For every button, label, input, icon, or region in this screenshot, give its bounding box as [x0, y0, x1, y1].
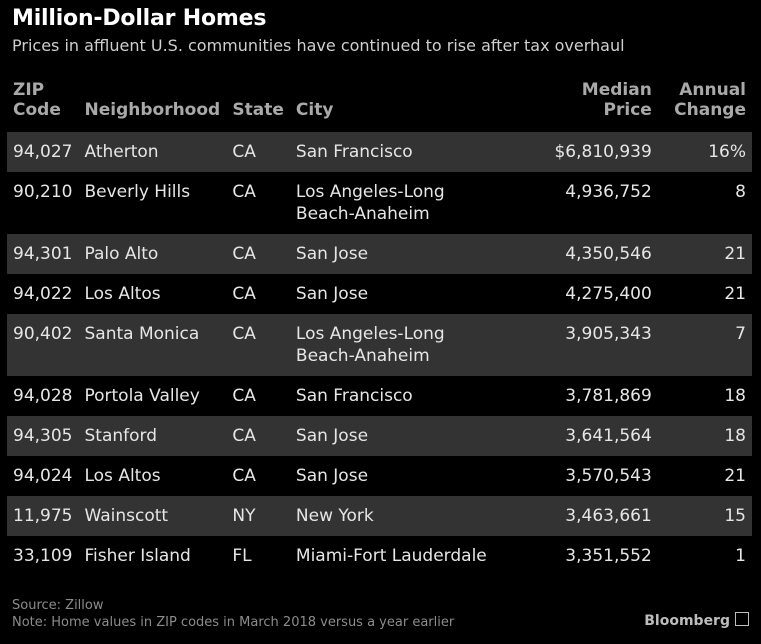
cell-state: FL — [232, 546, 252, 566]
bloomberg-mark-icon — [735, 612, 749, 626]
table-row: 94,301 Palo Alto CA San Jose 4,350,546 21 — [7, 234, 752, 274]
cell-state: CA — [226, 314, 290, 376]
cell-neighborhood: Los Altos — [84, 284, 161, 304]
cell-zip: 90,210 — [13, 182, 73, 202]
cell-annual-change: 18 — [657, 416, 752, 456]
table-row: 94,027 Atherton CA San Francisco $6,810,939 1… — [7, 132, 752, 172]
header-state: State — [232, 100, 284, 120]
cell-city: San Francisco — [289, 132, 496, 172]
cell-zip: 33,109 — [13, 546, 73, 566]
table-row: 94,305 Stanford CA San Jose 3,641,564 18 — [7, 416, 752, 456]
cell-neighborhood: Santa Monica — [78, 314, 227, 376]
cell-zip: 94,028 — [13, 386, 73, 406]
cell-annual-change: 1 — [735, 546, 746, 566]
cell-neighborhood: Los Altos — [84, 466, 161, 486]
cell-neighborhood: Fisher Island — [84, 546, 191, 566]
cell-city: Los Angeles-Long Beach-Anaheim — [295, 182, 445, 224]
cell-city: Miami-Fort Lauderdale — [295, 546, 487, 566]
table-body: 94,027 Atherton CA San Francisco $6,810,939 1… — [7, 132, 752, 576]
cell-median-price: 3,570,543 — [565, 466, 652, 486]
cell-median-price: 3,641,564 — [495, 416, 658, 456]
cell-state: CA — [232, 284, 256, 304]
cell-median-price: 3,351,552 — [565, 546, 652, 566]
cell-state: CA — [232, 466, 256, 486]
table-row: 11,975 Wainscott NY New York 3,463,661 15 — [7, 496, 752, 536]
table-row: 90,402 Santa Monica CA Los Angeles-Long Bea… — [7, 314, 752, 376]
bloomberg-logo: Bloomberg — [644, 612, 749, 629]
cell-median-price: $6,810,939 — [495, 132, 658, 172]
source-text: Source: Zillow — [12, 598, 104, 613]
cell-state: CA — [226, 132, 290, 172]
cell-neighborhood: Beverly Hills — [84, 182, 191, 202]
cell-city: Los Angeles-Long Beach-Anaheim — [289, 314, 496, 376]
cell-neighborhood: Stanford — [78, 416, 227, 456]
cell-city: San Jose — [295, 466, 369, 486]
cell-city: San Jose — [295, 284, 369, 304]
cell-city: San Jose — [289, 416, 496, 456]
cell-state: NY — [226, 496, 290, 536]
cell-median-price: 4,275,400 — [565, 284, 652, 304]
cell-annual-change: 16% — [657, 132, 752, 172]
cell-neighborhood: Atherton — [78, 132, 227, 172]
homes-table: ZIP Code Neighborhood State City Median Pr… — [7, 80, 752, 576]
cell-annual-change: 7 — [657, 314, 752, 376]
cell-annual-change: 15 — [657, 496, 752, 536]
header-annual-change: Annual Change — [674, 80, 746, 120]
cell-annual-change: 21 — [657, 234, 752, 274]
cell-state: CA — [232, 386, 256, 406]
cell-median-price: 4,350,546 — [495, 234, 658, 274]
cell-city: San Francisco — [295, 386, 413, 406]
cell-neighborhood: Portola Valley — [84, 386, 200, 406]
cell-zip: 94,305 — [7, 416, 79, 456]
cell-median-price: 3,905,343 — [495, 314, 658, 376]
cell-state: CA — [226, 416, 290, 456]
chart-subtitle: Prices in affluent U.S. communities have… — [12, 36, 625, 55]
cell-neighborhood: Palo Alto — [78, 234, 227, 274]
cell-median-price: 3,781,869 — [565, 386, 652, 406]
header-zip: ZIP Code — [13, 80, 61, 120]
table-header-row: ZIP Code Neighborhood State City Median Pr… — [7, 80, 752, 132]
cell-city: New York — [289, 496, 496, 536]
header-city: City — [295, 100, 334, 120]
table-row: 94,024 Los Altos CA San Jose 3,570,543 21 — [7, 456, 752, 496]
cell-zip: 90,402 — [7, 314, 79, 376]
cell-neighborhood: Wainscott — [78, 496, 227, 536]
cell-state: CA — [232, 182, 256, 202]
cell-zip: 94,024 — [13, 466, 73, 486]
chart-title: Million-Dollar Homes — [12, 6, 267, 31]
table-row: 94,028 Portola Valley CA San Francisco 3,781… — [7, 376, 752, 416]
table-row: 33,109 Fisher Island FL Miami-Fort Lauderda… — [7, 536, 752, 576]
note-text: Note: Home values in ZIP codes in March … — [12, 615, 455, 630]
cell-zip: 94,301 — [7, 234, 79, 274]
cell-zip: 94,022 — [13, 284, 73, 304]
table-row: 90,210 Beverly Hills CA Los Angeles-Long Be… — [7, 172, 752, 234]
cell-median-price: 4,936,752 — [565, 182, 652, 202]
cell-annual-change: 21 — [724, 466, 746, 486]
cell-city: San Jose — [289, 234, 496, 274]
brand-text: Bloomberg — [644, 613, 730, 629]
cell-zip: 94,027 — [7, 132, 79, 172]
cell-annual-change: 8 — [735, 182, 746, 202]
source-note: Source: Zillow Note: Home values in ZIP … — [12, 597, 454, 631]
cell-zip: 11,975 — [7, 496, 79, 536]
table-row: 94,022 Los Altos CA San Jose 4,275,400 21 — [7, 274, 752, 314]
cell-annual-change: 18 — [724, 386, 746, 406]
header-neighborhood: Neighborhood — [84, 100, 221, 120]
header-median-price: Median Price — [581, 80, 652, 120]
cell-median-price: 3,463,661 — [495, 496, 658, 536]
cell-state: CA — [226, 234, 290, 274]
cell-annual-change: 21 — [724, 284, 746, 304]
